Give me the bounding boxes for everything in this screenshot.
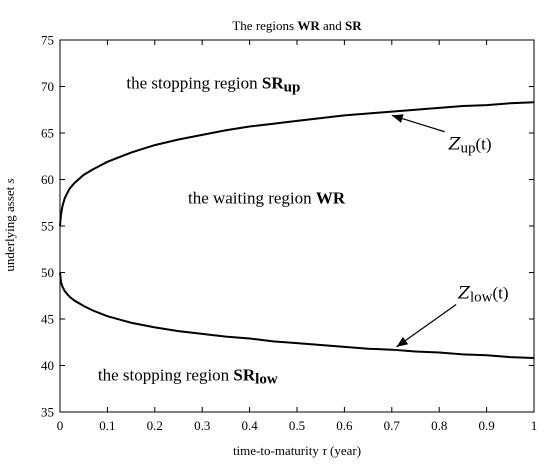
boundary-up-line [59, 101, 535, 227]
x-tick-label: 0.3 [194, 418, 210, 433]
y-axis-label: underlying asset s [2, 178, 17, 271]
y-tick-label: 75 [41, 33, 54, 48]
region-label: the stopping region SRup [126, 73, 300, 95]
x-tick-label: 0.5 [289, 418, 305, 433]
y-tick-label: 60 [41, 172, 54, 187]
x-tick-label: 0.9 [478, 418, 494, 433]
y-tick-label: 70 [41, 79, 54, 94]
x-tick-label: 0.8 [431, 418, 447, 433]
x-tick-label: 0.7 [384, 418, 401, 433]
annotation-arrow [396, 304, 457, 348]
region-label: the waiting region WR [188, 189, 346, 208]
y-ticks: 35 40 45 50 55 60 65 70 75 [41, 33, 534, 420]
y-tick-label: 40 [41, 358, 54, 373]
y-tick-label: 65 [41, 126, 54, 141]
annotation-label: Zlow(t) [457, 284, 508, 306]
x-axis-label: time-to-maturity τ (year) [233, 443, 361, 458]
x-tick-label: 0.6 [336, 418, 353, 433]
x-tick-label: 1 [531, 418, 538, 433]
annotations: Zup(t) Zlow(t) [391, 114, 509, 348]
annotation-arrowhead [391, 114, 404, 123]
y-tick-label: 55 [41, 219, 54, 234]
plot-frame [59, 39, 535, 413]
x-tick-label: 0.1 [99, 418, 115, 433]
annotation-label: Zup(t) [448, 135, 492, 157]
x-tick-label: 0 [57, 418, 64, 433]
y-tick-label: 50 [41, 265, 54, 280]
series-layer [59, 101, 535, 360]
x-ticks: 0 0.1 0.2 0.3 0.4 0.5 0.6 0.7 0.8 0.9 1 [57, 40, 538, 433]
chart-title: The regions WR and SR [232, 18, 362, 33]
y-tick-label: 35 [41, 405, 54, 420]
y-tick-label: 45 [41, 312, 54, 327]
region-labels: the stopping region SRup the waiting regi… [98, 73, 346, 387]
annotation-arrowhead [396, 336, 409, 347]
region-label: the stopping region SRlow [98, 365, 278, 387]
x-tick-label: 0.4 [241, 418, 258, 433]
x-tick-label: 0.2 [147, 418, 163, 433]
boundary-low-line [59, 272, 535, 360]
